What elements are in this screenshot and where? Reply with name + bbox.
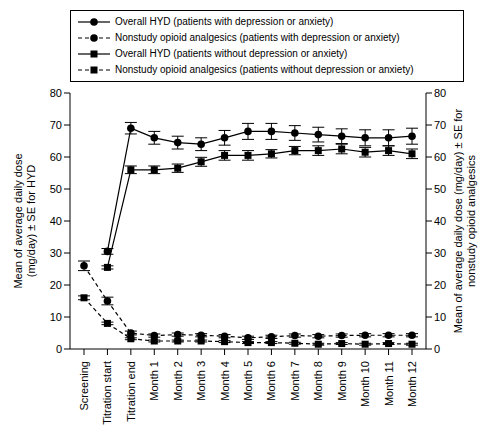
svg-text:Month 10: Month 10 (359, 361, 371, 407)
svg-text:Mean of average daily dose(mg/: Mean of average daily dose(mg/day) ± SE … (12, 153, 37, 288)
html-text:Overall HYD (patients without: Overall HYD (patients without depression… (115, 48, 348, 59)
svg-text:20: 20 (50, 279, 62, 291)
svg-text:Month 1: Month 1 (148, 361, 160, 401)
svg-text:Month 4: Month 4 (219, 361, 231, 401)
svg-text:30: 30 (50, 247, 62, 259)
svg-text:Month 9: Month 9 (336, 361, 348, 401)
svg-text:Mean of average daily dose (mg: Mean of average daily dose (mg/day) ± SE… (452, 109, 477, 334)
svg-text:0: 0 (434, 343, 440, 355)
html-text:Overall HYD (patients with dep: Overall HYD (patients with depression or… (115, 16, 334, 27)
svg-text:50: 50 (434, 183, 446, 195)
svg-text:60: 60 (434, 151, 446, 163)
svg-text:Month 3: Month 3 (195, 361, 207, 401)
svg-text:Screening: Screening (78, 361, 90, 411)
svg-text:Titration start: Titration start (101, 361, 113, 425)
svg-text:Month 12: Month 12 (406, 361, 418, 407)
svg-text:10: 10 (50, 311, 62, 323)
svg-text:70: 70 (50, 119, 62, 131)
svg-text:30: 30 (434, 247, 446, 259)
svg-text:40: 40 (434, 215, 446, 227)
svg-text:Month 8: Month 8 (312, 361, 324, 401)
svg-text:70: 70 (434, 119, 446, 131)
svg-text:80: 80 (434, 87, 446, 99)
svg-text:40: 40 (50, 215, 62, 227)
svg-text:10: 10 (434, 311, 446, 323)
html-text:Nonstudy opioid analgesics (pa: Nonstudy opioid analgesics (patients wit… (115, 32, 400, 43)
svg-text:80: 80 (50, 87, 62, 99)
svg-text:Month 11: Month 11 (383, 361, 395, 406)
svg-text:Month 2: Month 2 (172, 361, 184, 401)
svg-text:0: 0 (56, 343, 62, 355)
svg-text:20: 20 (434, 279, 446, 291)
svg-text:Month 6: Month 6 (265, 361, 277, 401)
svg-text:Titration end: Titration end (125, 361, 137, 422)
svg-text:Month 5: Month 5 (242, 361, 254, 401)
svg-text:50: 50 (50, 183, 62, 195)
html-text:Nonstudy opioid analgesics (pa: Nonstudy opioid analgesics (patients wit… (115, 64, 414, 75)
svg-text:60: 60 (50, 151, 62, 163)
svg-text:Month 7: Month 7 (289, 361, 301, 401)
